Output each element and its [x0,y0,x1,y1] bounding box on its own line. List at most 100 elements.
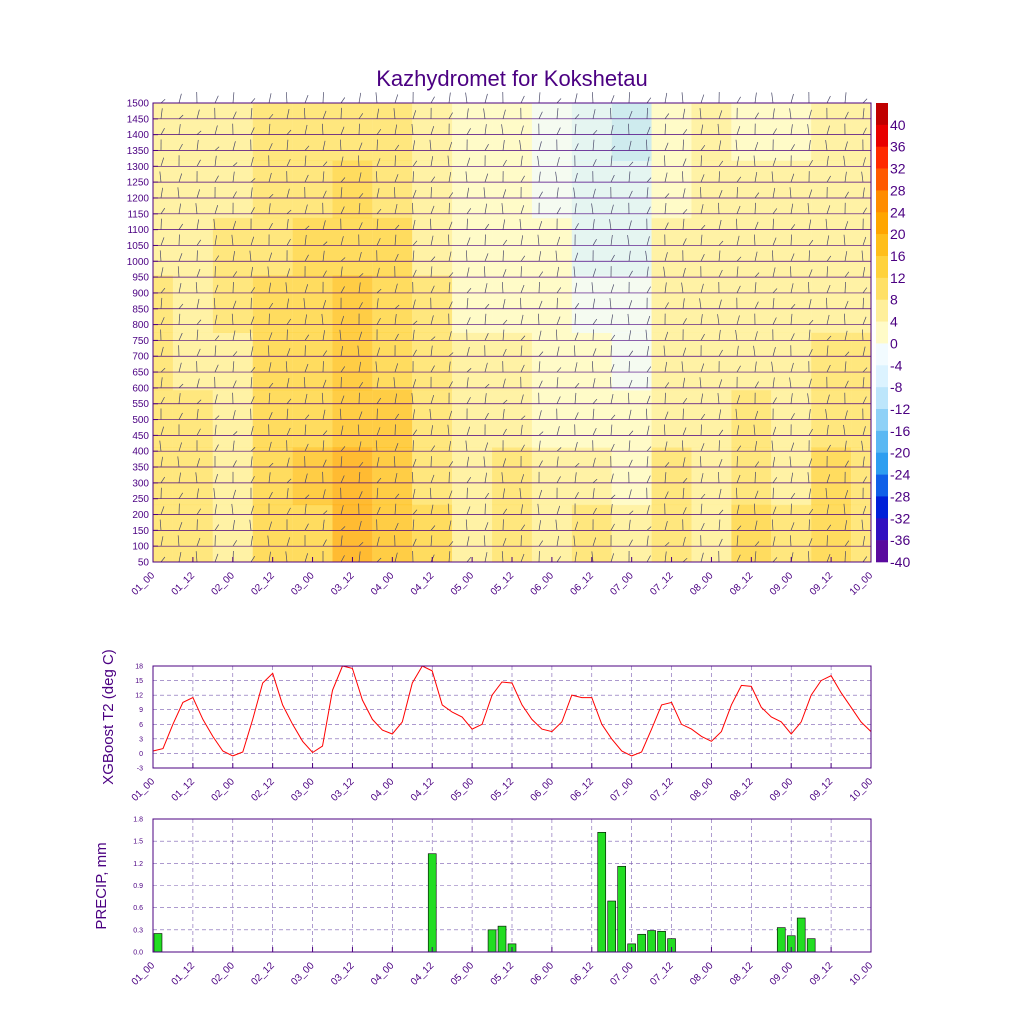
y-tick-label: 400 [132,447,149,458]
colorbar-label: -4 [890,357,903,373]
y-tick-label: 0 [139,751,143,758]
wind-barb [359,93,361,103]
contour-cell [572,447,612,505]
y-tick-label: 3 [139,736,143,743]
contour-cell [851,390,871,448]
x-tick-label: 03_00 [289,570,317,598]
x-tick-label: 03_00 [289,776,317,804]
y-tick-label: 1.5 [133,839,143,846]
wind-barb [161,99,165,103]
y-tick-label: 1150 [127,209,149,220]
colorbar-label: 0 [890,335,898,351]
x-tick-label: 04_00 [369,776,397,804]
contour-cell [851,103,871,161]
contour-cell [811,333,851,391]
contour-cell [692,505,732,563]
x-tick-label: 08_00 [688,960,716,988]
colorbar-label: -32 [890,510,910,526]
colorbar-label: 24 [890,204,906,220]
precip-bar [488,930,496,952]
contour-cell [731,390,771,448]
colorbar-swatch [876,234,888,256]
precip-bar [428,854,436,952]
x-tick-label: 04_12 [409,570,437,598]
y-tick-label: 1400 [127,130,150,141]
contour-cell [692,218,732,276]
contour-cell [213,333,253,391]
x-tick-label: 06_12 [568,960,596,988]
x-tick-label: 01_12 [170,570,198,598]
contour-cell [293,390,333,448]
y-tick-label: 800 [132,320,149,331]
y-tick-label: 15 [135,678,143,685]
contour-cell [851,447,871,505]
colorbar-label: -16 [890,423,910,439]
x-tick-label: 01_00 [130,570,158,598]
contour-cell [333,447,373,505]
x-tick-label: 01_12 [170,960,198,988]
x-tick-label: 08_12 [728,960,756,988]
contour-cell [492,160,532,218]
t2-y-axis: -30369121518 [135,664,143,773]
x-tick-label: 08_00 [688,776,716,804]
y-tick-label: 1050 [127,241,150,252]
precip-bar [807,939,815,952]
colorbar-label: -12 [890,401,910,417]
y-tick-label: 1300 [127,162,150,173]
contour-cell [532,447,572,505]
wind-barb [701,95,704,103]
x-tick-label: 07_12 [648,570,676,598]
contour-cell [692,103,732,161]
y-tick-label: 700 [132,352,149,363]
contour-cell [492,447,532,505]
x-tick-label: 02_00 [209,960,237,988]
x-tick-label: 05_00 [449,960,477,988]
colorbar-label: 20 [890,226,906,242]
colorbar-swatch [876,387,888,409]
contour-cell [771,447,811,505]
contour-cell [333,390,373,448]
wind-barb [827,96,830,103]
x-tick-label: 03_12 [329,776,357,804]
y-tick-label: 1000 [127,257,150,268]
contour-cell [253,333,293,391]
t2-gridlines [153,666,871,768]
contour-cell [412,333,452,391]
x-tick-label: 07_12 [648,776,676,804]
y-tick-label: 50 [138,558,150,569]
colorbar-label: 4 [890,314,898,330]
contour-cell [173,160,213,218]
contour-cell [213,218,253,276]
contour-cell [153,103,173,161]
wind-barb [341,98,345,104]
y-tick-label: 500 [132,415,149,426]
y-tick-label: 1250 [127,178,150,189]
t2-line-panel: -30369121518 01_00 01_12 02_00 02_12 03_00 03… [100,649,875,804]
colorbar-label: 12 [890,270,906,286]
y-tick-label: 900 [132,288,149,299]
colorbar-swatch [876,496,888,518]
wind-barb [466,93,467,103]
x-tick-label: 06_00 [529,776,557,804]
contour-cell [652,103,692,161]
y-tick-label: 0.3 [133,927,143,934]
wind-barb [395,94,398,103]
y-tick-label: 1500 [127,99,150,110]
x-tick-label: 08_12 [728,570,756,598]
y-tick-label: 1.8 [133,817,143,824]
contour-cell [572,390,612,448]
x-tick-label: 10_00 [848,776,876,804]
x-tick-label: 09_00 [768,776,796,804]
t2-x-axis: 01_00 01_12 02_00 02_12 03_00 03_12 04_00 04_12… [130,763,876,804]
contour-cell [612,218,652,276]
contour-cell [612,160,652,218]
contour-cell [253,218,293,276]
x-tick-label: 02_12 [249,570,277,598]
contour-cell [492,505,532,563]
precip-y-axis: 0.00.30.60.91.21.51.8 [133,817,143,957]
x-tick-label: 06_00 [529,570,557,598]
contour-cell [412,505,452,563]
contour-cell [572,160,612,218]
y-tick-label: 550 [132,399,149,410]
contour-cell [412,447,452,505]
